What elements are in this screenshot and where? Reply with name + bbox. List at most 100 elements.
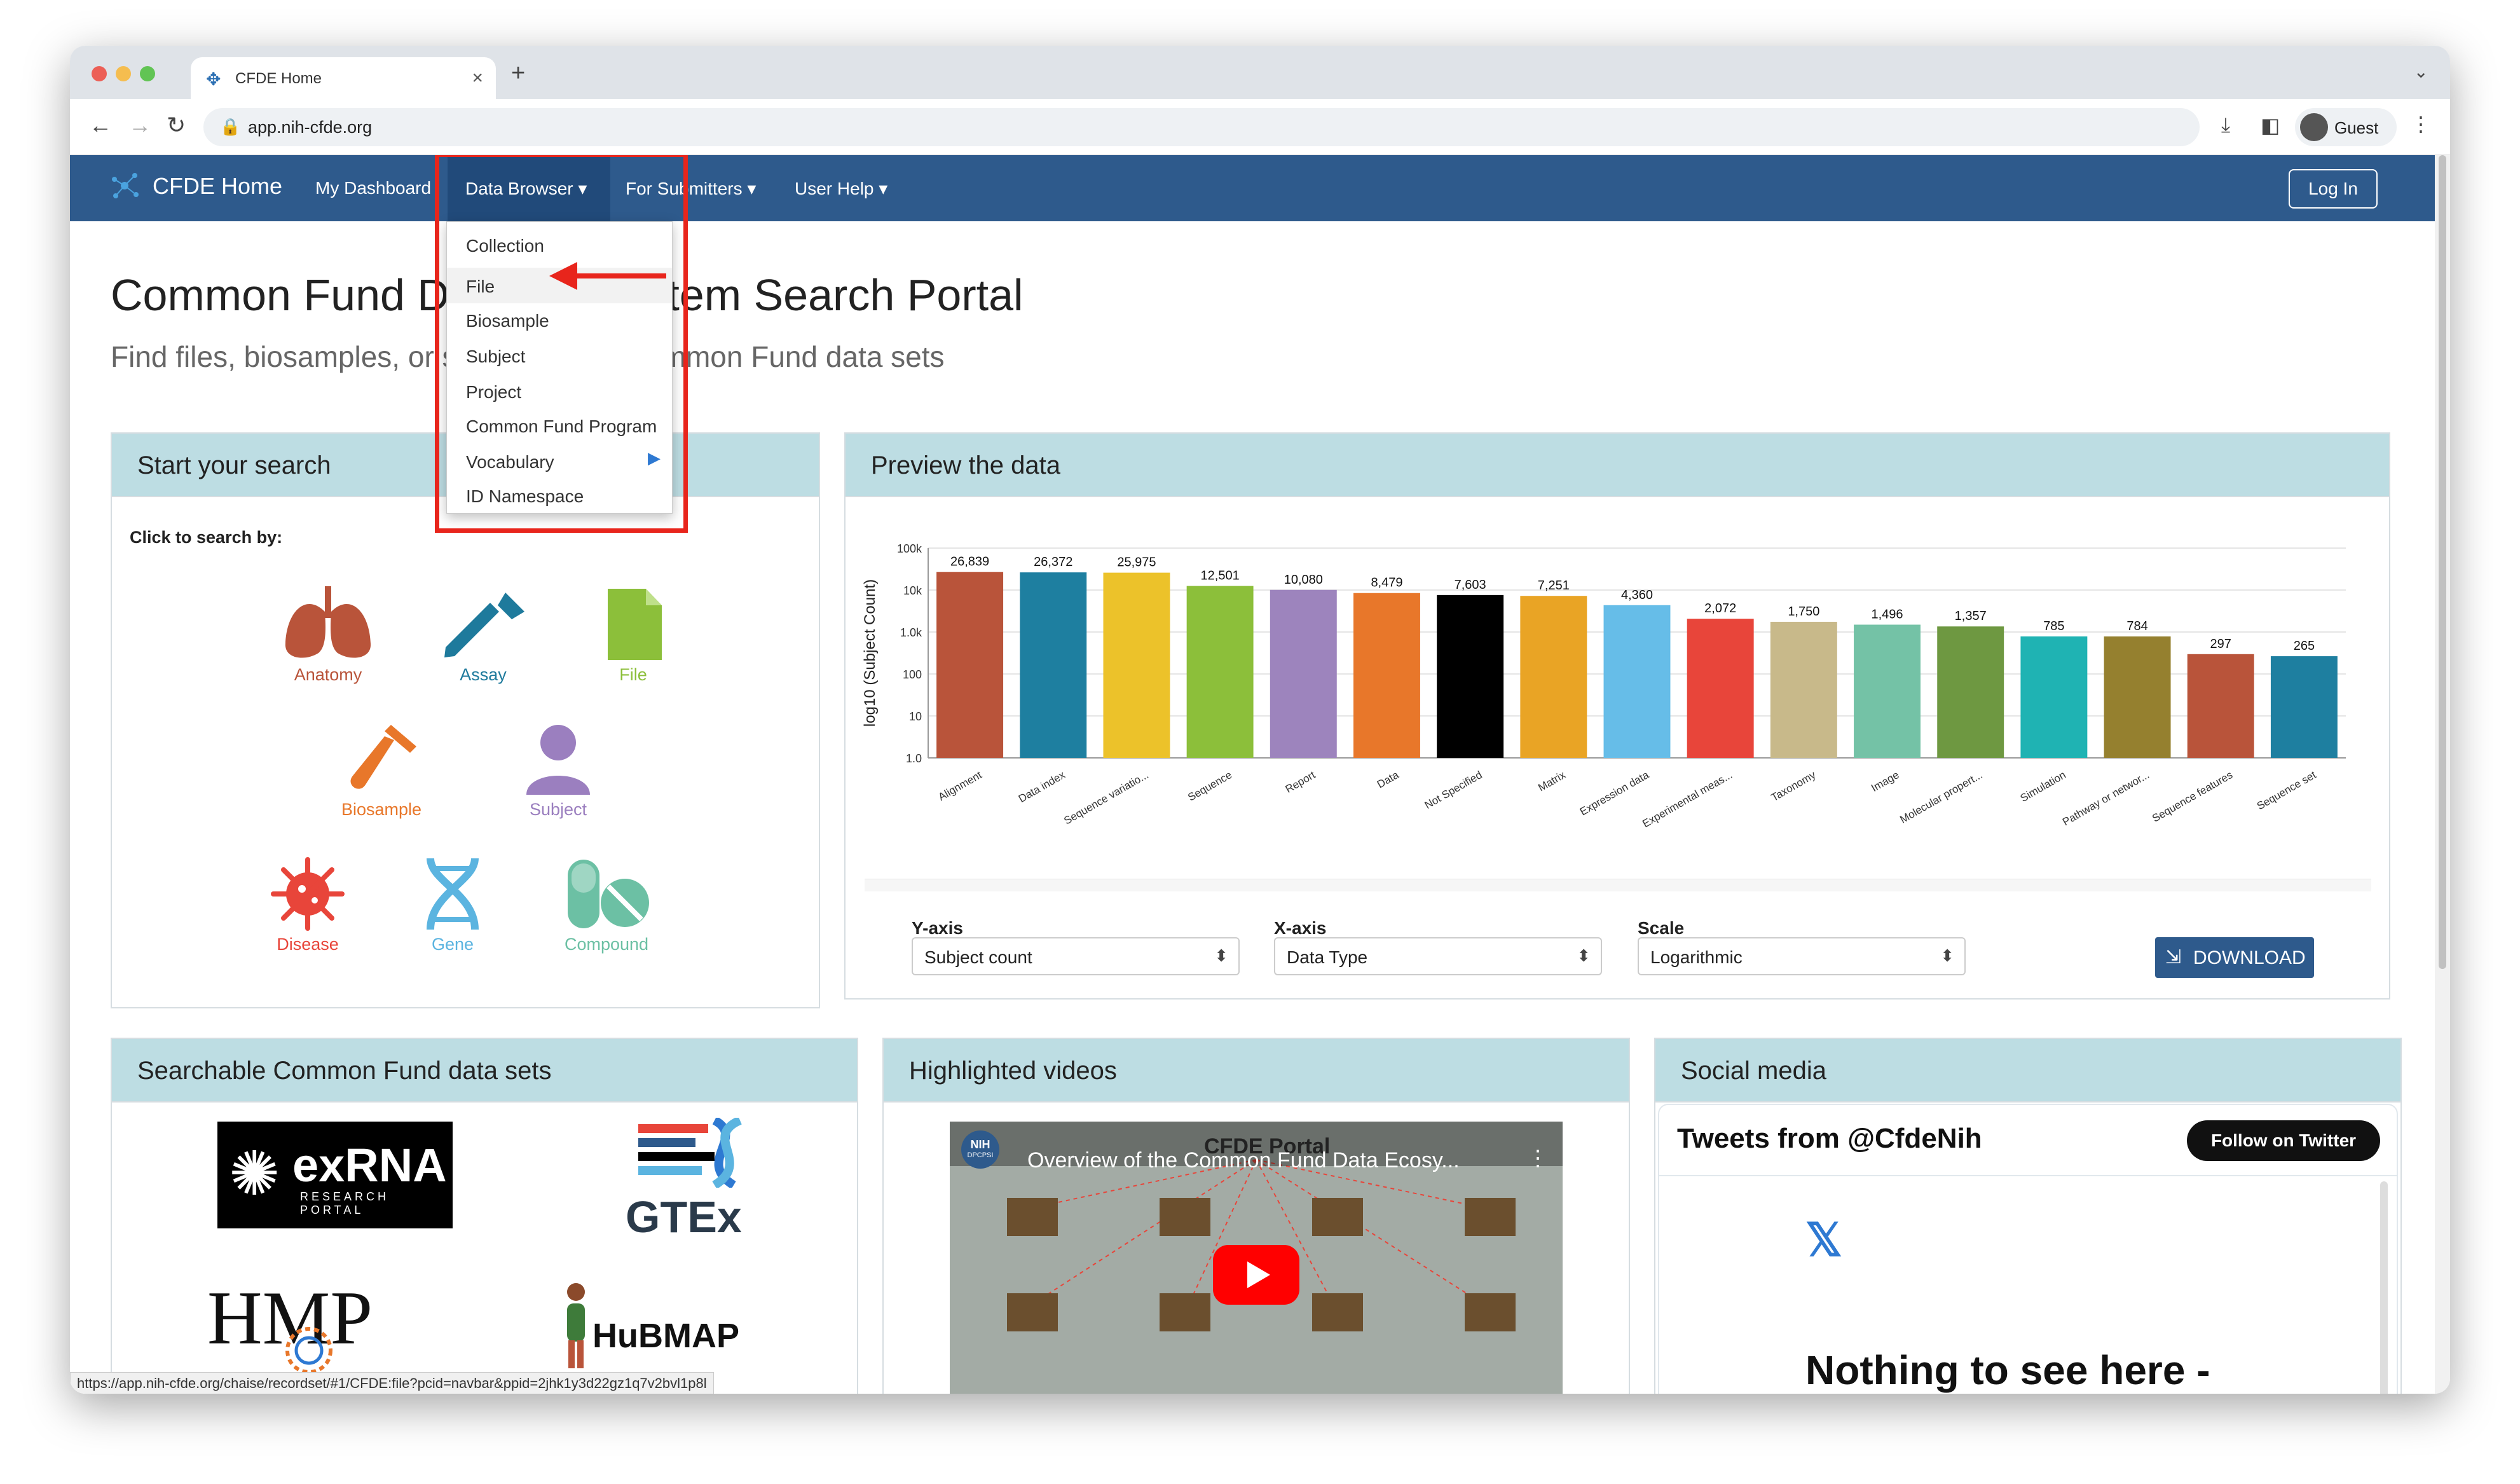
nav-user-help[interactable]: User Help ▾ (795, 179, 888, 198)
exrna-logo-subtext: RESEARCH PORTAL (300, 1190, 390, 1216)
bar-data-label: 10,080 (1284, 573, 1323, 587)
x-tick-label: Sequence variatio... (1062, 769, 1151, 827)
minimize-window-button[interactable] (116, 66, 131, 81)
video-player[interactable]: NIH DPCPSI CFDE Portal Overview of the C… (950, 1122, 1563, 1394)
dropdown-item-id-namespace[interactable]: ID Namespace (466, 486, 584, 506)
chart-footer-divider (865, 879, 2371, 891)
dropdown-item-project[interactable]: Project (466, 382, 522, 402)
x-tick-label: Sequence set (2255, 769, 2318, 813)
dropdown-item-file[interactable]: File (466, 277, 495, 296)
browser-tab[interactable]: ✥ CFDE Home × (191, 57, 496, 99)
person-icon (526, 725, 590, 795)
dropdown-item-common-fund-program[interactable]: Common Fund Program (466, 416, 657, 436)
y-tick-label: 10 (909, 710, 922, 723)
dropdown-item-biosample[interactable]: Biosample (466, 311, 549, 331)
url-text: app.nih-cfde.org (248, 118, 373, 137)
bar (1103, 572, 1170, 758)
select-caret-icon: ⬍ (1214, 946, 1228, 965)
bar (1437, 594, 1504, 758)
x-tick-label: Image (1869, 769, 1901, 794)
x-tick-label: Expression data (1578, 769, 1652, 818)
x-axis-select[interactable]: Data Type ⬍ (1274, 937, 1602, 975)
page-scroll-thumb[interactable] (2439, 155, 2446, 969)
tab-list-chevron-icon[interactable]: ⌄ (2413, 62, 2428, 81)
preview-panel-title: Preview the data (871, 451, 1060, 479)
bar (2270, 656, 2338, 758)
gtex-logo[interactable]: GTEx (626, 1116, 753, 1245)
category-anatomy[interactable]: Anatomy (271, 586, 385, 685)
page-scrollbar[interactable] (2435, 155, 2450, 1394)
download-button[interactable]: ⇲ DOWNLOAD (2155, 937, 2314, 978)
x-tick-label: Matrix (1536, 769, 1568, 794)
y-axis-label: Y-axis (912, 918, 963, 938)
dropdown-item-subject[interactable]: Subject (466, 347, 526, 366)
youtube-play-button[interactable] (1213, 1245, 1299, 1305)
embed-scrollbar[interactable] (2380, 1181, 2388, 1394)
hmp-tree-icon (285, 1327, 332, 1374)
x-tick-label: Data (1375, 769, 1401, 791)
x-tick-label: Simulation (2018, 769, 2068, 804)
bar (1270, 589, 1337, 758)
maximize-window-button[interactable] (140, 66, 155, 81)
category-biosample[interactable]: Biosample (324, 721, 439, 820)
videos-panel-header: Highlighted videos (884, 1039, 1629, 1103)
channel-badge: NIH (970, 1138, 990, 1151)
nav-data-browser[interactable]: Data Browser ▾ (465, 179, 587, 198)
test-tube-icon (350, 725, 416, 789)
category-disease[interactable]: Disease (250, 856, 365, 954)
x-tick-label: Alignment (936, 769, 984, 803)
close-tab-icon[interactable]: × (472, 67, 483, 88)
download-icon[interactable]: ⤓ (2221, 113, 2231, 136)
x-tick-label: Experimental meas... (1640, 769, 1734, 830)
login-button[interactable]: Log In (2289, 169, 2378, 209)
category-file[interactable]: File (576, 586, 690, 685)
video-more-icon[interactable]: ⋮ (1527, 1146, 1549, 1171)
preview-panel-header: Preview the data (846, 434, 2389, 497)
category-subject[interactable]: Subject (501, 721, 615, 820)
cfde-favicon-icon: ✥ (206, 69, 221, 89)
x-logo-icon: 𝕏 (1805, 1215, 1843, 1266)
profile-button[interactable]: Guest (2295, 108, 2397, 146)
reload-icon[interactable]: ↻ (167, 112, 186, 138)
bar-data-label: 26,372 (1034, 555, 1072, 569)
bar-data-label: 297 (2210, 637, 2231, 651)
back-icon[interactable]: ← (89, 112, 112, 138)
category-compound[interactable]: Compound (549, 856, 664, 954)
new-tab-button[interactable]: + (511, 60, 526, 86)
browser-menu-icon[interactable]: ⋮ (2411, 113, 2431, 135)
select-caret-icon: ⬍ (1940, 946, 1954, 965)
bar (1603, 605, 1671, 758)
address-bar[interactable]: 🔒 app.nih-cfde.org (203, 108, 2200, 146)
category-gene[interactable]: Gene (395, 856, 510, 954)
exrna-logo-text: exRNA (292, 1139, 447, 1192)
category-assay[interactable]: Assay (426, 586, 540, 685)
y-axis-select[interactable]: Subject count ⬍ (912, 937, 1240, 975)
social-panel: Social media Tweets from @CfdeNih Follow… (1654, 1038, 2402, 1394)
hmp-logo-text: HMP (207, 1275, 373, 1360)
select-caret-icon: ⬍ (1577, 946, 1591, 965)
brand-link[interactable]: CFDE Home (153, 173, 283, 199)
status-bar-url: https://app.nih-cfde.org/chaise/recordse… (70, 1372, 714, 1394)
bar-data-label: 1,750 (1788, 605, 1819, 619)
follow-on-twitter-button[interactable]: Follow on Twitter (2187, 1120, 2380, 1161)
dropdown-item-vocabulary[interactable]: Vocabulary (466, 452, 554, 472)
bar-data-label: 25,975 (1117, 556, 1156, 570)
hubmap-logo[interactable]: HuBMAP (557, 1281, 748, 1382)
forward-icon[interactable]: → (128, 112, 151, 138)
close-window-button[interactable] (92, 66, 107, 81)
tab-bar: ✥ CFDE Home × + ⌄ (70, 46, 2450, 99)
nav-for-submitters[interactable]: For Submitters ▾ (626, 179, 757, 198)
nav-my-dashboard[interactable]: My Dashboard (315, 178, 432, 198)
scale-select[interactable]: Logarithmic ⬍ (1638, 937, 1966, 975)
dropdown-item-collection[interactable]: Collection (466, 236, 544, 256)
virus-icon (271, 857, 345, 931)
bar (1020, 572, 1087, 758)
bar (1854, 624, 1921, 758)
x-tick-label: Sequence features (2150, 769, 2235, 825)
exrna-logo[interactable]: ✺ exRNA RESEARCH PORTAL (217, 1122, 453, 1228)
sidebar-icon[interactable]: ◧ (2261, 114, 2280, 137)
hmp-logo[interactable]: HMP (207, 1268, 404, 1382)
scale-label: Scale (1638, 918, 1685, 938)
bar-data-label: 4,360 (1621, 588, 1653, 602)
bar (1770, 621, 1837, 758)
